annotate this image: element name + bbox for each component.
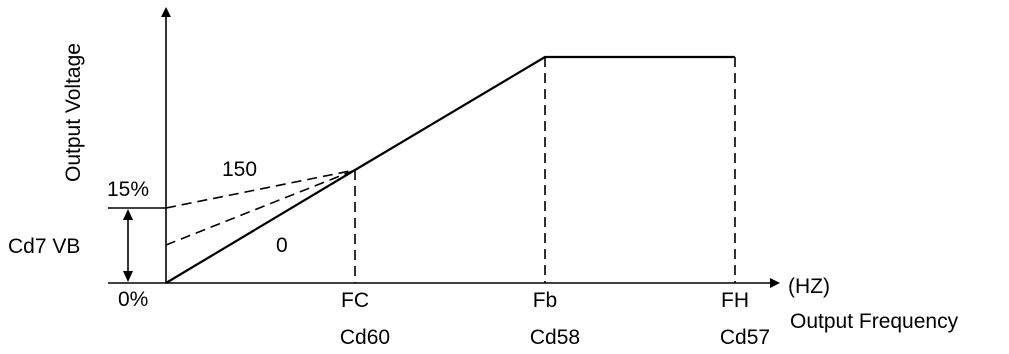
boost-arrow-head-top [123,209,133,220]
x-axis-title: Output Frequency [790,310,959,333]
y-axis-title: Output Voltage [62,43,85,182]
curve-label-0: 0 [276,234,288,257]
curve-label-150: 150 [222,158,257,181]
x-point-fh-name: FH [721,289,749,312]
y-tick-15: 15% [107,178,149,201]
x-point-fb-code: Cd58 [530,326,580,349]
x-point-fc-code: Cd60 [340,326,390,349]
x-point-fc-name: FC [341,289,369,312]
boost-label: Cd7 VB [8,235,80,258]
boost-arrow-head-bottom [123,271,133,282]
vf-curve-boost-mid [165,169,356,246]
y-tick-0: 0% [118,288,148,311]
x-point-fh-code: Cd57 [720,326,770,349]
x-point-fb-name: Fb [533,289,558,312]
x-unit: (HZ) [788,275,830,298]
vf-curve-boost-150 [165,169,356,209]
vf-curve-main [165,55,735,284]
